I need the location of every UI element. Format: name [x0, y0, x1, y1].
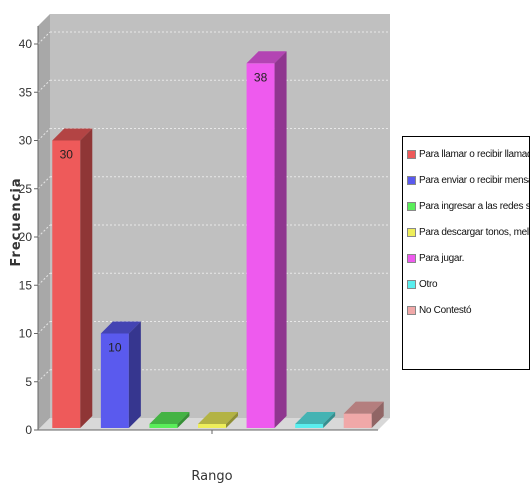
gridline	[37, 321, 51, 334]
legend-label: No Contestó	[419, 304, 472, 316]
legend: Para llamar o recibir llamadas Para envia…	[402, 136, 530, 370]
bar: 38	[246, 51, 287, 429]
legend-swatch	[407, 201, 416, 211]
bar-top	[343, 401, 384, 414]
bar-front	[343, 413, 372, 428]
legend-item: Otro	[403, 271, 529, 297]
y-tick-label: 20	[19, 230, 33, 244]
bar	[295, 412, 336, 428]
gridline	[37, 272, 51, 286]
y-tick-label: 25	[19, 182, 33, 196]
legend-item: Para jugar.	[403, 245, 529, 271]
bar-value-label: 30	[60, 148, 74, 162]
bar-side	[80, 128, 93, 428]
legend-swatch	[407, 253, 416, 263]
gridline	[37, 31, 51, 45]
gridline	[37, 369, 51, 383]
bar-side	[371, 401, 384, 428]
gridline	[37, 224, 51, 238]
bar-top	[295, 412, 336, 424]
bar: 10	[100, 321, 141, 428]
legend-item: Para ingresar a las redes sociales.	[403, 193, 529, 219]
bar-top	[52, 128, 93, 141]
y-tick-label: 15	[19, 278, 33, 292]
legend-label: Para ingresar a las redes sociales.	[419, 200, 529, 212]
bar-chart: 0 5 10 15 20 25 30 35 40 30 10 38 Rango Frecuencia	[9, 14, 390, 484]
legend-swatch	[407, 149, 416, 159]
legend-swatch	[407, 279, 416, 289]
bar-side	[177, 412, 190, 428]
x-axis-title: Rango	[191, 469, 232, 484]
bar: 30	[52, 128, 93, 428]
gridline	[37, 176, 51, 190]
bar-front	[149, 424, 178, 428]
bar-side	[274, 51, 287, 429]
legend-label: Para jugar.	[419, 252, 465, 264]
bar-front	[295, 424, 324, 428]
y-tick-label: 35	[19, 85, 33, 99]
legend-item: Para llamar o recibir llamadas	[403, 141, 529, 167]
legend-label: Para enviar o recibir mensajes.	[419, 174, 529, 186]
bar	[198, 412, 238, 428]
bar-front	[52, 140, 81, 428]
bar-top	[149, 412, 190, 424]
bar-side	[226, 412, 238, 428]
y-axis-title: Frecuencia	[9, 177, 24, 266]
y-tick-label: 5	[25, 375, 32, 389]
y-tick-label: 10	[19, 327, 33, 341]
legend-item: No Contestó	[403, 297, 529, 323]
y-tick-label: 30	[19, 134, 33, 148]
y-tick-label: 0	[25, 423, 32, 437]
bar-side	[128, 321, 141, 428]
bar-top	[246, 51, 287, 64]
bar-value-label: 10	[108, 341, 122, 355]
bar-front	[198, 424, 226, 428]
y-tick-label: 40	[19, 37, 33, 51]
y-axis: 0 5 10 15 20 25 30 35 40	[19, 26, 39, 437]
legend-item: Para descargar tonos, melodías.	[403, 219, 529, 245]
plot-left-wall	[38, 14, 50, 430]
bar-top	[100, 321, 141, 334]
legend-label: Otro	[419, 278, 438, 290]
legend-swatch	[407, 227, 416, 237]
bar-front	[100, 333, 129, 428]
bar	[343, 401, 384, 428]
gridline	[37, 79, 51, 93]
legend-label: Para descargar tonos, melodías.	[419, 226, 529, 238]
legend-swatch	[407, 175, 416, 185]
bar-front	[246, 63, 275, 429]
bar-side	[323, 412, 336, 428]
bar-value-label: 38	[254, 70, 268, 84]
legend-item: Para enviar o recibir mensajes.	[403, 167, 529, 193]
legend-swatch	[407, 305, 416, 315]
bars: 30 10 38	[52, 51, 384, 429]
gridlines	[37, 31, 390, 383]
bar-top	[198, 412, 238, 424]
gridline	[37, 128, 51, 141]
x-axis	[38, 429, 378, 434]
bar	[149, 412, 190, 428]
legend-label: Para llamar o recibir llamadas	[419, 148, 529, 160]
